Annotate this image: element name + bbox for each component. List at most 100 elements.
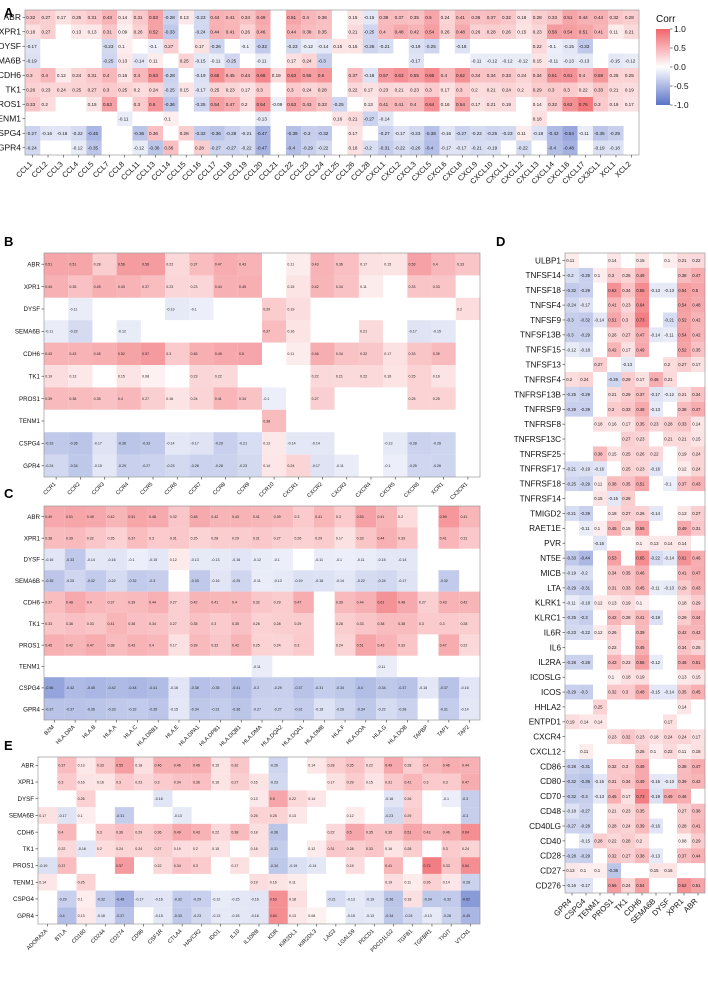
- heatmap-cell-b: [455, 409, 481, 433]
- cell-value-label-d: 0.21: [678, 437, 687, 442]
- heatmap-cell-a: [393, 39, 409, 54]
- heatmap-cell-d: [579, 580, 594, 596]
- cell-value-label-c: 0.42: [107, 515, 114, 519]
- cell-value-label-c: 0.51: [128, 515, 135, 519]
- heatmap-cell-d: [635, 639, 650, 655]
- cell-value-label-e: 0.13: [78, 764, 85, 768]
- heatmap-cell-e: [422, 807, 442, 824]
- heatmap-cell-d: [579, 759, 594, 774]
- cell-value-label-a: 0.2: [471, 87, 478, 92]
- cell-value-label-d: 0.21: [664, 377, 673, 382]
- cell-value-label-b: -0.11: [45, 330, 53, 334]
- heatmap-cell-e: [422, 757, 442, 774]
- heatmap-cell-e: [460, 807, 481, 824]
- cell-value-label-a: -0.24: [195, 29, 206, 34]
- heatmap-cell-a: [408, 24, 425, 40]
- cell-value-label-b: -0.27: [142, 464, 150, 468]
- cell-value-label-e: -0.23: [385, 814, 393, 818]
- heatmap-cell-b: [116, 297, 141, 321]
- heatmap-cell-b: [383, 409, 408, 433]
- legend-colorbar: [656, 29, 670, 105]
- heatmap-cell-e: [76, 890, 96, 908]
- cell-value-label-d: 0.38: [636, 853, 645, 858]
- row-label-b: CDH6: [23, 351, 40, 358]
- cell-value-label-e: 0.43: [193, 830, 200, 834]
- heatmap-cell-a: [209, 111, 225, 127]
- heatmap-cell-d: [607, 550, 622, 566]
- cell-value-label-d: 0.34: [678, 645, 687, 650]
- cell-value-label-a: 0.3: [563, 87, 570, 92]
- heatmap-cell-e: [441, 890, 461, 908]
- heatmap-cell-c: [334, 591, 356, 614]
- heatmap-cell-b: [383, 454, 408, 478]
- heatmap-cell-c: [355, 634, 377, 656]
- cell-value-label-a: 0.24: [517, 73, 526, 78]
- cell-value-label-d: 0.35: [622, 481, 631, 486]
- heatmap-cell-a: [255, 111, 271, 127]
- cell-value-label-a: -0.22: [517, 145, 528, 150]
- heatmap-cell-e: [134, 907, 154, 925]
- heatmap-cell-b: [44, 275, 69, 298]
- heatmap-cell-e: [249, 840, 269, 858]
- cell-value-label-c: -0.11: [253, 579, 261, 583]
- cell-value-label-d: 0.21: [678, 258, 687, 263]
- heatmap-cell-e: [268, 890, 288, 908]
- heatmap-cell-a: [270, 126, 286, 141]
- heatmap-cell-e: [172, 773, 192, 791]
- heatmap-cell-e: [134, 757, 154, 774]
- row-label-a: DYSF: [0, 41, 21, 51]
- heatmap-cell-a: [193, 97, 210, 112]
- cell-value-label-b: -0.1: [263, 397, 269, 401]
- heatmap-cell-d: [635, 446, 650, 462]
- cell-value-label-d: 0.1: [594, 868, 601, 873]
- cell-value-label-d: -0.3: [580, 690, 588, 695]
- cell-value-label-c: 0.27: [170, 601, 177, 605]
- cell-value-label-d: 0.32: [608, 853, 617, 858]
- cell-value-label-d: 0.42: [678, 630, 687, 635]
- heatmap-cell-e: [383, 757, 404, 774]
- heatmap-cell-d: [621, 461, 636, 477]
- heatmap-cell-d: [677, 610, 692, 626]
- cell-value-label-c: -0.56: [45, 686, 53, 690]
- cell-value-label-d: -0.13: [664, 585, 674, 590]
- row-label-b: XPR1: [24, 284, 41, 291]
- cell-value-label-d: 0.35: [622, 571, 631, 576]
- cell-value-label-c: 0.37: [128, 536, 135, 540]
- cell-value-label-c: -0.26: [336, 708, 344, 712]
- heatmap-cell-b: [140, 409, 166, 433]
- heatmap-cell-d: [593, 491, 608, 507]
- cell-value-label-d: -0.3: [580, 615, 588, 620]
- heatmap-cell-c: [334, 634, 356, 656]
- cell-value-label-c: -0.11: [357, 558, 365, 562]
- heatmap-cell-e: [345, 857, 365, 874]
- heatmap-cell-a: [101, 10, 118, 25]
- heatmap-cell-d: [677, 818, 692, 834]
- cell-value-label-c: -0.27: [253, 708, 261, 712]
- row-label-d: LTA: [547, 584, 561, 593]
- heatmap-cell-e: [38, 907, 58, 925]
- heatmap-cell-d: [663, 684, 678, 700]
- cell-value-label-c: 0.29: [294, 622, 301, 626]
- heatmap-cell-d: [691, 461, 706, 477]
- heatmap-cell-d: [691, 431, 706, 447]
- heatmap-cell-b: [358, 297, 384, 321]
- heatmap-cell-c: [147, 570, 169, 592]
- cell-value-label-b: 0.38: [263, 419, 270, 423]
- heatmap-cell-d: [593, 327, 608, 343]
- heatmap-cell-c: [396, 570, 418, 592]
- heatmap-cell-a: [608, 126, 624, 141]
- cell-value-label-c: 0.4: [149, 643, 154, 647]
- cell-value-label-a: -0.15: [563, 44, 574, 49]
- row-label-d: TNFSF9: [530, 316, 561, 325]
- cell-value-label-e: 0.14: [39, 881, 46, 885]
- heatmap-cell-c: [147, 655, 169, 678]
- row-label-d: CD40LG: [529, 822, 561, 831]
- cell-value-label-b: 0.22: [166, 263, 173, 267]
- cell-value-label-a: 0.24: [72, 73, 81, 78]
- cell-value-label-c: 0.37: [45, 601, 52, 605]
- row-label-d: TNFRSF8: [524, 420, 561, 429]
- heatmap-cell-e: [210, 890, 231, 908]
- cell-value-label-e: 0.19: [347, 864, 354, 868]
- heatmap-cell-c: [272, 655, 294, 678]
- heatmap-cell-d: [565, 282, 580, 298]
